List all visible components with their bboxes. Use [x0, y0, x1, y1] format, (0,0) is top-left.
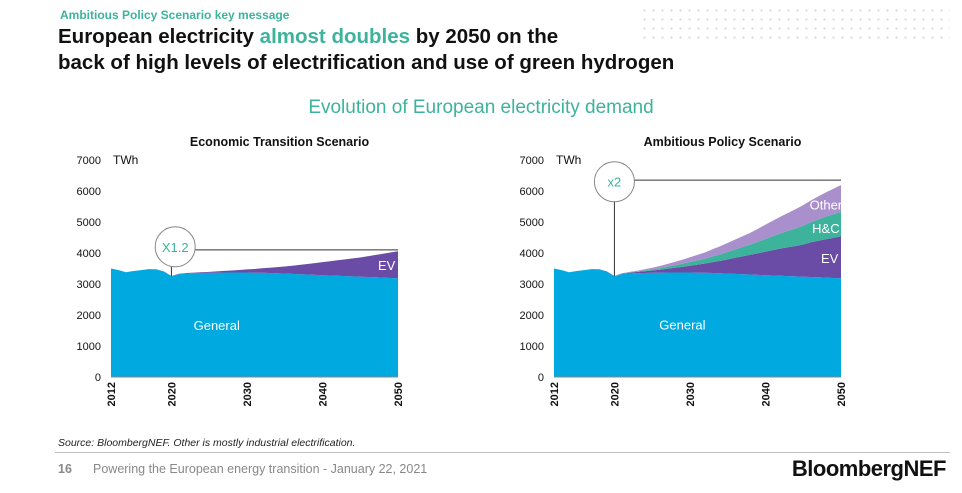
page-number: 16 [58, 462, 72, 476]
y-tick-label: 4000 [520, 248, 544, 260]
y-tick-label: 0 [95, 372, 101, 384]
x-tick-label: 2030 [242, 382, 254, 406]
footer-divider [55, 452, 950, 453]
headline: European electricity almost doubles by 2… [58, 24, 674, 76]
y-tick-label: 6000 [77, 186, 101, 198]
headline-part2: by 2050 on the [410, 25, 559, 48]
series-label-general: General [659, 318, 705, 333]
y-tick-label: 1000 [77, 341, 101, 353]
series-label-ev: EV [821, 251, 839, 266]
x-tick-label: 2040 [760, 382, 772, 406]
y-tick-label: 7000 [77, 155, 101, 167]
x-tick-label: 2050 [836, 382, 848, 406]
chart-economic-transition: Economic Transition Scenario 0 1000 2000 300… [77, 135, 405, 406]
area-other [554, 185, 841, 276]
headline-highlight: almost doubles [259, 25, 411, 48]
multiplier-circle [154, 226, 196, 268]
area-ev [111, 251, 398, 279]
multiplier-label: x2 [608, 175, 622, 190]
series-label-general: General [194, 318, 240, 333]
x-tick-label: 2050 [393, 382, 405, 406]
area-ev [554, 236, 841, 279]
y-tick-label: 5000 [77, 217, 101, 229]
y-tick-label: 5000 [520, 217, 544, 229]
multiplier-label: X1.2 [162, 240, 189, 255]
decorative-dot-grid [640, 6, 950, 42]
y-tick-label: 2000 [520, 310, 544, 322]
area-handc [554, 211, 841, 276]
x-tick-label: 2012 [106, 382, 118, 406]
headline-line2: back of high levels of electrification a… [58, 51, 675, 74]
chart-title: Ambitious Policy Scenario [644, 135, 802, 149]
brand-logo: BloombergNEF [791, 456, 947, 481]
y-tick-label: 6000 [520, 186, 544, 198]
kicker-label: Ambitious Policy Scenario key message [60, 8, 290, 22]
x-tick-label: 2040 [317, 382, 329, 406]
chart-title: Economic Transition Scenario [190, 135, 370, 149]
y-axis-unit: TWh [113, 153, 138, 167]
x-tick-label: 2030 [685, 382, 697, 406]
multiplier-circle [593, 161, 635, 203]
x-tick-label: 2012 [549, 382, 561, 406]
footer-text: Powering the European energy transition … [93, 462, 428, 476]
y-tick-label: 3000 [77, 279, 101, 291]
chart-ambitious-policy: Ambitious Policy Scenario 0 1000 2000 3000 40… [520, 135, 848, 406]
source-note: Source: BloombergNEF. Other is mostly in… [58, 437, 356, 449]
y-tick-label: 0 [538, 372, 544, 384]
y-axis-unit: TWh [556, 153, 581, 167]
y-tick-label: 2000 [77, 310, 101, 322]
area-general [554, 268, 841, 377]
series-label-ev: EV [378, 258, 396, 273]
y-tick-label: 4000 [77, 248, 101, 260]
headline-part1: European electricity [58, 25, 260, 48]
y-tick-label: 3000 [520, 279, 544, 291]
x-tick-label: 2020 [609, 382, 621, 406]
y-tick-label: 7000 [520, 155, 544, 167]
series-label-handc: H&C [812, 221, 839, 236]
chart-subtitle: Evolution of European electricity demand [308, 97, 654, 118]
area-general [111, 268, 398, 377]
x-tick-label: 2020 [166, 382, 178, 406]
series-label-other: Other [810, 197, 843, 212]
y-tick-label: 1000 [520, 341, 544, 353]
